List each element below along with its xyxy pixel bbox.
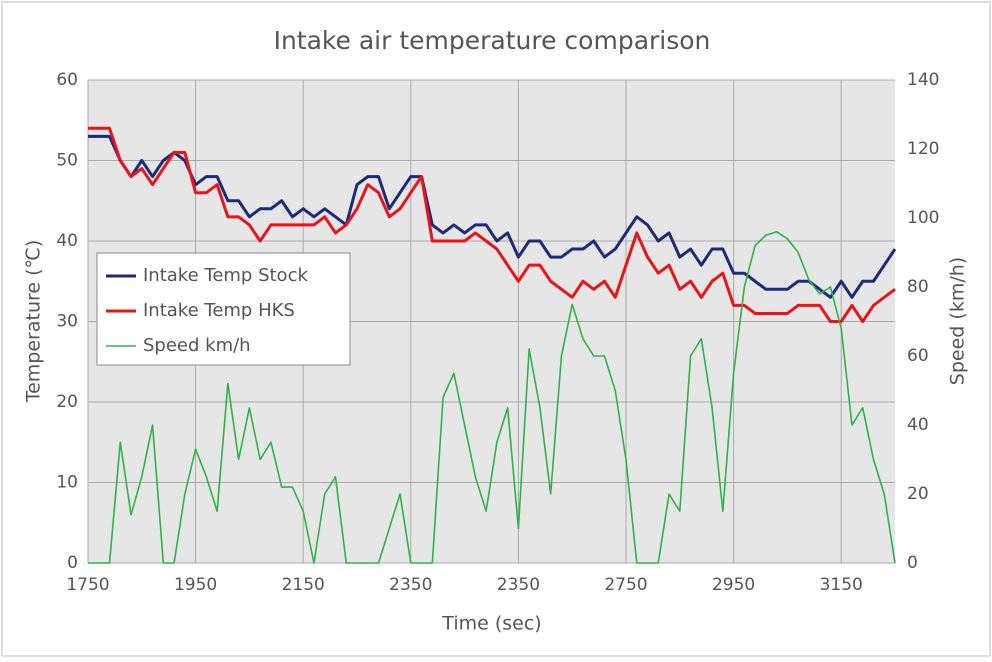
y2-tick-label: 0 — [907, 553, 918, 573]
legend-label: Speed km/h — [143, 335, 251, 356]
lines — [88, 126, 897, 564]
x-tick-label: 1750 — [66, 575, 109, 595]
legend — [96, 252, 351, 366]
y-tick-label: 40 — [56, 231, 78, 251]
y-axis-label: Temperature (℃) — [23, 240, 45, 404]
x-tick-label: 3150 — [820, 575, 863, 595]
y2-tick-label: 60 — [907, 346, 929, 366]
y-tick-label: 10 — [56, 473, 78, 493]
y2-tick-label: 140 — [907, 70, 939, 90]
series-line — [88, 231, 896, 564]
y-tick-label: 50 — [56, 151, 78, 171]
y-tick-label: 0 — [67, 553, 78, 573]
chart-title: Intake air temperature comparison — [274, 26, 711, 55]
y2-tick-label: 120 — [907, 139, 939, 159]
y2-tick-label: 80 — [907, 277, 929, 297]
y2-tick-label: 100 — [907, 208, 939, 228]
x-tick-label: 2350 — [389, 575, 432, 595]
series-line — [88, 126, 896, 323]
x-tick-label: 2150 — [282, 575, 325, 595]
legend-label: Intake Temp HKS — [143, 300, 295, 321]
y2-tick-label: 20 — [907, 484, 929, 504]
x-tick-label: 2950 — [712, 575, 755, 595]
legend-label: Intake Temp Stock — [143, 265, 308, 286]
y2-axis-label: Speed (km/h) — [947, 257, 969, 385]
series-line — [88, 134, 897, 299]
y-tick-label: 60 — [56, 70, 78, 90]
y-tick-label: 20 — [56, 392, 78, 412]
x-tick-label: 2750 — [604, 575, 647, 595]
x-tick-label: 1950 — [174, 575, 217, 595]
x-axis-label: Time (sec) — [441, 613, 541, 635]
y-tick-label: 30 — [56, 312, 78, 332]
x-tick-label: 2350 — [497, 575, 540, 595]
y2-tick-label: 40 — [907, 415, 929, 435]
